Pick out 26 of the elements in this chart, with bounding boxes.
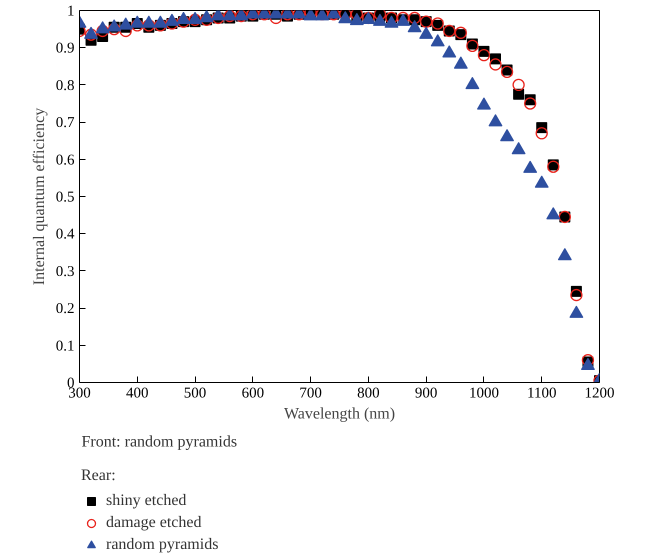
y-tick-label: 0.9 (56, 40, 74, 57)
y-tick-label: 0.3 (56, 264, 74, 280)
x-axis-title: Wavelength (nm) (284, 406, 396, 422)
x-tick-label: 1200 (584, 386, 614, 402)
y-tick-label: 0.7 (56, 115, 75, 132)
x-tick-label: 700 (299, 386, 322, 402)
y-tick-label: 1 (67, 4, 74, 20)
x-tick-label: 400 (126, 386, 149, 402)
x-tick-label: 800 (357, 386, 380, 402)
x-tick-label: 1000 (468, 386, 499, 402)
x-tick-label: 600 (242, 386, 264, 402)
legend-label: random pyramids (106, 535, 218, 555)
x-tick-label: 900 (414, 386, 438, 402)
y-tick-label: 0.6 (56, 152, 75, 168)
x-tick-label: 500 (184, 386, 206, 402)
y-tick-label: 0.1 (56, 338, 74, 354)
y-tick-label: 0.2 (56, 301, 74, 318)
y-tick-label: 0.4 (56, 226, 75, 243)
y-tick-label: 0.8 (56, 78, 74, 94)
x-tick-label: 1100 (527, 386, 556, 402)
y-axis-title: Internal quantum efficiency (30, 108, 48, 286)
legend-title: Rear: (81, 467, 117, 485)
text: Front: random pyramids (82, 434, 238, 450)
legend-label: damage etched (106, 513, 202, 533)
y-tick-label: 0.5 (56, 190, 74, 206)
legend-label: shiny etched (106, 491, 186, 511)
